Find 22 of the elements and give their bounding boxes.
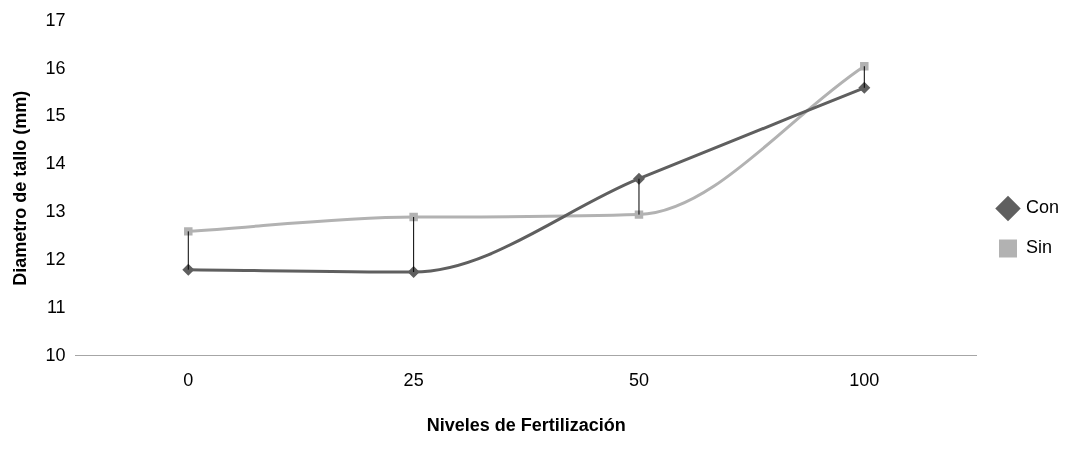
x-tick-label: 0 <box>183 369 194 390</box>
y-tick-label: 15 <box>45 105 66 126</box>
x-tick-label: 100 <box>849 369 880 390</box>
x-axis-title: Niveles de Fertilización <box>426 415 626 436</box>
x-tick-label: 25 <box>403 369 424 390</box>
y-tick-label: 11 <box>46 296 66 317</box>
point <box>860 62 869 71</box>
point <box>184 227 193 236</box>
y-tick-label: 10 <box>45 344 66 365</box>
y-tick-label: 16 <box>45 57 66 78</box>
legend-label: Sin <box>1025 237 1052 258</box>
legend-label: Con <box>1025 197 1060 218</box>
y-axis-title: Diametro de tallo (mm) <box>9 90 30 286</box>
point <box>409 212 418 222</box>
y-tick-label: 12 <box>45 249 66 270</box>
point <box>407 266 420 279</box>
point <box>182 263 195 276</box>
x-tick-label: 50 <box>628 369 649 390</box>
point <box>858 81 871 94</box>
y-tick-label: 14 <box>45 153 66 174</box>
y-tick-label: 17 <box>45 9 66 30</box>
y-tick-label: 13 <box>45 201 66 222</box>
